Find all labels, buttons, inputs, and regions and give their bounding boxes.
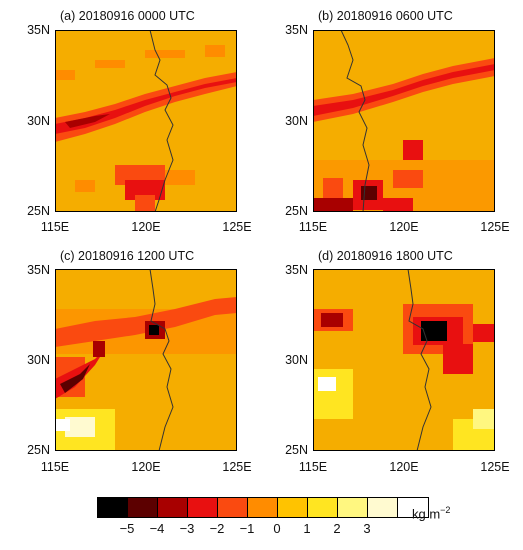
field-shading <box>313 30 495 212</box>
x-tick-label: 120E <box>389 220 419 234</box>
field-shading <box>55 269 237 451</box>
x-tick-label: 120E <box>389 460 419 474</box>
colorbar-label: −2 <box>209 521 225 536</box>
units-exponent: −2 <box>440 505 451 515</box>
colorbar-swatch <box>98 498 128 517</box>
x-tick-label: 120E <box>131 460 161 474</box>
y-tick-label: 30N <box>285 353 308 367</box>
colorbar-label: 0 <box>273 521 281 536</box>
colorbar <box>97 497 429 518</box>
y-tick-label: 25N <box>27 443 50 457</box>
map-field <box>313 30 495 212</box>
y-tick-label: 30N <box>27 353 50 367</box>
y-tick-label: 25N <box>285 443 308 457</box>
x-tick-label: 115E <box>298 460 328 474</box>
field-shading <box>55 30 237 212</box>
colorbar-units: kg m−2 <box>412 505 450 521</box>
map-field <box>313 269 495 451</box>
y-tick-label: 25N <box>285 204 308 218</box>
y-tick-label: 25N <box>27 204 50 218</box>
units-text: kg m <box>412 506 441 522</box>
colorbar-swatch <box>338 498 368 517</box>
panel-title: (d) 20180916 1800 UTC <box>318 249 453 263</box>
y-tick-label: 30N <box>285 114 308 128</box>
map-field <box>55 30 237 212</box>
colorbar-swatch <box>278 498 308 517</box>
x-tick-label: 115E <box>40 220 70 234</box>
x-tick-label: 125E <box>222 460 252 474</box>
y-tick-label: 35N <box>27 263 50 277</box>
colorbar-swatch <box>128 498 158 517</box>
panel-title: (b) 20180916 0600 UTC <box>318 9 453 23</box>
colorbar-label: −3 <box>179 521 195 536</box>
y-tick-label: 35N <box>285 263 308 277</box>
panel-title: (c) 20180916 1200 UTC <box>60 249 195 263</box>
colorbar-label: 1 <box>303 521 311 536</box>
x-tick-label: 120E <box>131 220 161 234</box>
y-tick-label: 35N <box>285 23 308 37</box>
x-tick-label: 115E <box>40 460 70 474</box>
colorbar-swatch <box>368 498 398 517</box>
panel-title: (a) 20180916 0000 UTC <box>60 9 195 23</box>
colorbar-label: −5 <box>119 521 135 536</box>
colorbar-label: 2 <box>333 521 341 536</box>
y-tick-label: 35N <box>27 23 50 37</box>
x-tick-label: 125E <box>480 460 510 474</box>
x-tick-label: 125E <box>480 220 510 234</box>
x-tick-label: 125E <box>222 220 252 234</box>
colorbar-swatch <box>308 498 338 517</box>
colorbar-swatch <box>188 498 218 517</box>
colorbar-label: −1 <box>239 521 255 536</box>
colorbar-swatch <box>398 498 428 517</box>
field-shading <box>313 269 495 451</box>
x-tick-label: 115E <box>298 220 328 234</box>
map-field <box>55 269 237 451</box>
colorbar-swatch <box>248 498 278 517</box>
colorbar-label: −4 <box>149 521 165 536</box>
y-tick-label: 30N <box>27 114 50 128</box>
colorbar-swatch <box>218 498 248 517</box>
colorbar-label: 3 <box>363 521 371 536</box>
colorbar-swatch <box>158 498 188 517</box>
